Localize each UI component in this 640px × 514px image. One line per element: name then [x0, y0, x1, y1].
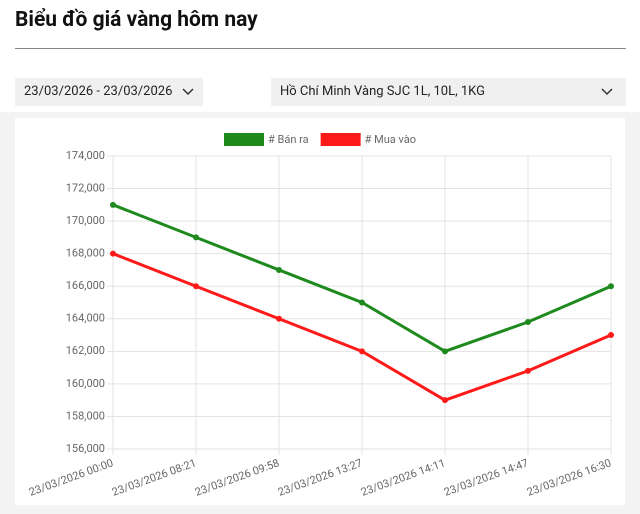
- data-point: [276, 266, 282, 273]
- data-point: [608, 283, 614, 290]
- data-point: [110, 250, 116, 257]
- location-select[interactable]: Hồ Chí Minh Vàng SJC 1L, 10L, 1KG: [271, 78, 626, 106]
- location: Hồ Chí Minh Vàng SJC 1L, 10L, 1KG: [280, 84, 485, 99]
- data-point: [193, 283, 199, 290]
- data-point: [442, 397, 448, 404]
- y-tick-label: 156,000: [66, 442, 105, 455]
- legend-swatch: [224, 133, 264, 146]
- chevron: [182, 88, 194, 96]
- page-title: Biểu đồ giá vàng hôm nay: [15, 8, 258, 32]
- date-range: 23/03/2026 - 23/03/2026: [24, 84, 173, 99]
- y-tick-label: 172,000: [66, 181, 105, 194]
- data-point: [359, 299, 365, 306]
- y-tick-label: 170,000: [66, 214, 105, 227]
- legend-label: # Bán ra: [268, 133, 309, 146]
- y-tick-label: 164,000: [66, 312, 105, 325]
- y-tick-label: 158,000: [66, 409, 105, 422]
- data-point: [608, 332, 614, 339]
- data-point: [525, 367, 531, 374]
- y-tick-label: 160,000: [66, 377, 105, 390]
- y-tick-label: 166,000: [66, 279, 105, 292]
- legend-label: # Mua vào: [365, 133, 416, 146]
- legend-swatch: [320, 133, 361, 146]
- y-tick-label: 162,000: [66, 344, 105, 357]
- date-range-picker[interactable]: 23/03/2026 - 23/03/2026: [15, 78, 203, 106]
- y-tick-label: 174,000: [66, 149, 105, 162]
- data-point: [193, 234, 199, 241]
- divider: [15, 48, 626, 49]
- y-tick-label: 168,000: [66, 247, 105, 260]
- chart: 156,000 158,000 160,000 162,000 164,000 166,0…: [15, 118, 625, 505]
- data-point: [110, 201, 116, 208]
- data-point: [525, 319, 531, 326]
- chevron: [601, 88, 613, 96]
- data-point: [276, 315, 282, 322]
- data-point: [359, 348, 365, 355]
- chart-background: [15, 118, 625, 505]
- data-point: [442, 348, 448, 355]
